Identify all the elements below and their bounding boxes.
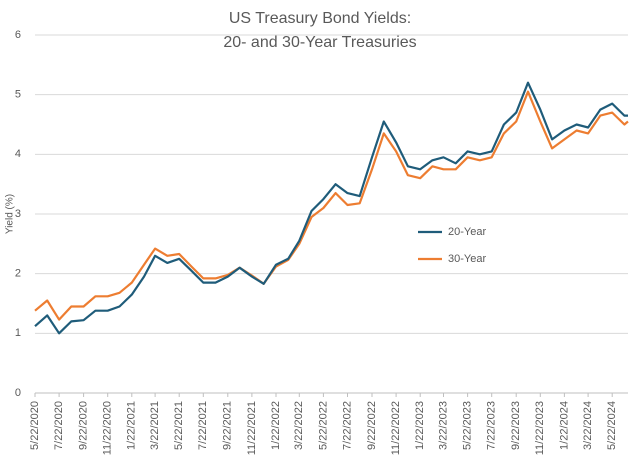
x-tick-label: 7/22/2021 xyxy=(197,401,209,450)
chart-title: US Treasury Bond Yields: xyxy=(229,10,411,27)
y-tick-label: 2 xyxy=(15,268,21,280)
x-tick-label: 5/22/2020 xyxy=(29,401,41,450)
x-tick-label: 9/22/2020 xyxy=(77,401,89,450)
legend-label: 20-Year xyxy=(448,226,486,238)
legend-label: 30-Year xyxy=(448,253,486,265)
x-tick-label: 5/22/2023 xyxy=(462,401,474,450)
x-tick-label: 3/22/2022 xyxy=(293,401,305,450)
series-line xyxy=(34,90,629,321)
x-tick-label: 11/22/2021 xyxy=(246,401,258,455)
y-tick-label: 1 xyxy=(15,327,21,339)
x-tick-label: 3/22/2021 xyxy=(149,401,161,450)
x-tick-label: 1/22/2021 xyxy=(126,401,138,450)
x-tick-label: 9/22/2022 xyxy=(366,401,378,450)
x-tick-label: 1/22/2024 xyxy=(558,401,570,450)
y-tick-label: 0 xyxy=(15,387,21,399)
x-tick-label: 9/22/2021 xyxy=(222,401,234,450)
x-tick-label: 11/22/2022 xyxy=(390,401,402,455)
y-axis-label: Yield (%) xyxy=(5,194,16,234)
x-tick-label: 11/22/2020 xyxy=(102,401,114,455)
x-tick-label: 5/22/2021 xyxy=(173,401,185,450)
x-tick-label: 7/22/2022 xyxy=(341,401,353,450)
x-tick-label: 7/22/2023 xyxy=(486,401,498,450)
series-line xyxy=(34,81,628,335)
x-tick-label: 1/22/2023 xyxy=(414,401,426,450)
y-tick-label: 4 xyxy=(15,148,21,160)
chart-title: 20- and 30-Year Treasuries xyxy=(223,34,416,51)
x-tick-label: 5/22/2022 xyxy=(317,401,329,450)
x-tick-label: 3/22/2023 xyxy=(437,401,449,450)
y-tick-label: 5 xyxy=(15,89,21,101)
x-tick-label: 3/22/2024 xyxy=(582,401,594,450)
x-tick-label: 1/22/2022 xyxy=(270,401,282,450)
y-tick-label: 3 xyxy=(15,208,21,220)
y-tick-label: 6 xyxy=(15,29,21,41)
x-tick-label: 7/22/2020 xyxy=(53,401,65,450)
x-tick-label: 5/22/2024 xyxy=(606,401,618,450)
x-tick-label: 11/22/2023 xyxy=(534,401,546,455)
x-tick-label: 9/22/2023 xyxy=(510,401,522,450)
